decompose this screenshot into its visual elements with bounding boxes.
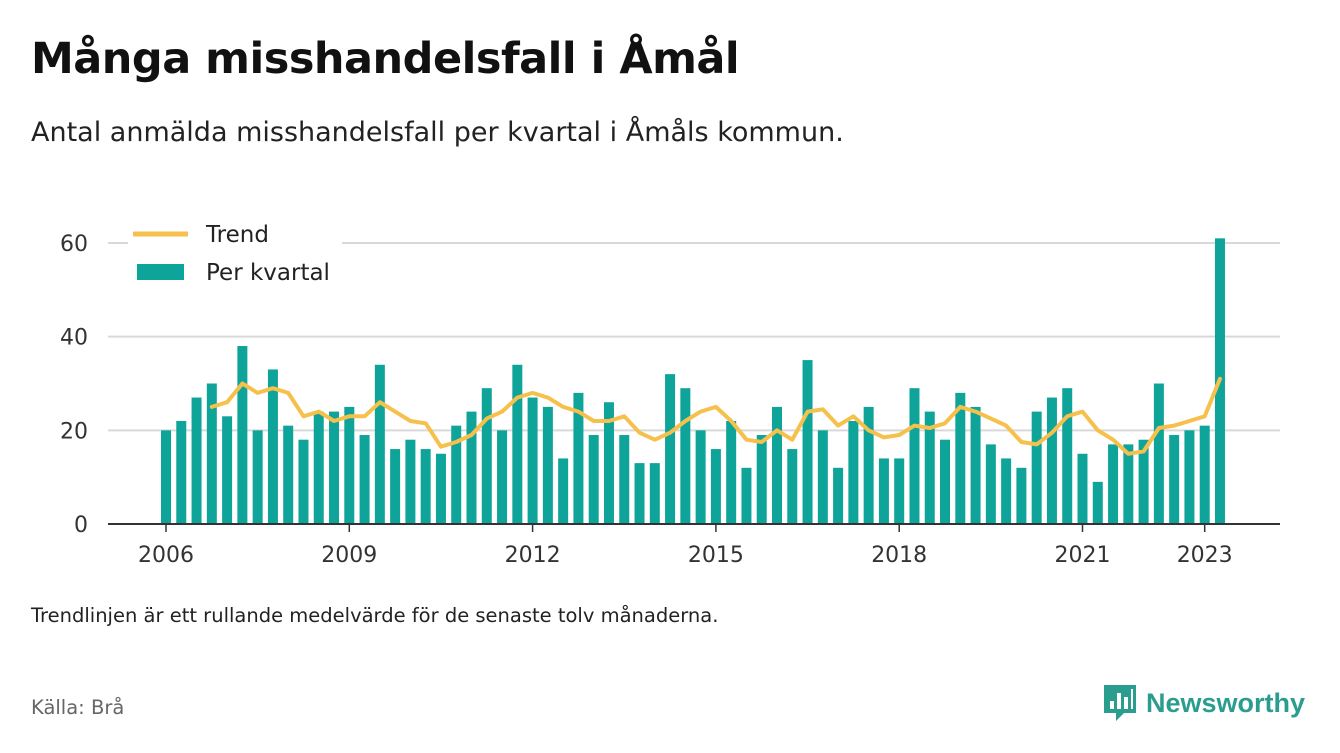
bar	[1092, 481, 1103, 524]
bar	[863, 406, 874, 524]
x-tick-label: 2018	[871, 543, 927, 568]
trend-line	[209, 376, 1222, 456]
bar	[1123, 444, 1134, 524]
x-tick-label: 2009	[321, 543, 377, 568]
bar	[970, 406, 981, 524]
bar	[1184, 430, 1195, 524]
bar	[726, 420, 737, 524]
x-tick-label: 2015	[688, 543, 744, 568]
bar	[573, 392, 584, 524]
axes: 0 20 40 60 2006 2009 2012 2015 2018 2021 2023	[60, 232, 1280, 568]
bar	[894, 458, 905, 524]
bar	[161, 430, 171, 524]
bar	[527, 397, 538, 524]
bar	[558, 458, 569, 524]
bar	[298, 439, 309, 524]
bar	[1153, 383, 1164, 524]
bar	[1169, 435, 1180, 524]
bar	[634, 463, 645, 524]
bar	[1108, 444, 1119, 524]
legend-background	[128, 218, 342, 293]
x-tick-label: 2012	[505, 543, 561, 568]
bar	[191, 397, 202, 524]
bar	[329, 411, 340, 524]
y-tick-label: 60	[60, 232, 88, 257]
bar	[237, 346, 248, 524]
bar	[542, 406, 553, 524]
bars	[161, 238, 1225, 525]
bar	[451, 425, 462, 524]
bar	[848, 420, 859, 524]
bar	[710, 449, 721, 524]
bar	[267, 369, 278, 524]
legend-label: Trend	[205, 222, 269, 248]
bar	[802, 360, 813, 524]
y-tick-label: 20	[60, 419, 88, 444]
chart-title: Många misshandelsfall i Åmål	[31, 34, 740, 84]
bar	[878, 458, 889, 524]
bar	[481, 388, 492, 524]
bar	[741, 467, 752, 524]
bar	[695, 430, 706, 524]
bar	[420, 449, 431, 524]
bar	[390, 449, 401, 524]
bar	[1001, 458, 1012, 524]
bar	[1199, 425, 1210, 524]
bar	[359, 435, 370, 524]
bar	[1046, 397, 1057, 524]
bar	[772, 406, 782, 524]
bar	[588, 435, 599, 524]
bar	[222, 416, 233, 524]
x-tick-label: 2021	[1055, 543, 1111, 568]
chart-subtitle: Antal anmälda misshandelsfall per kvarta…	[31, 117, 844, 148]
bar	[497, 430, 508, 524]
x-tick-label: 2006	[138, 543, 194, 568]
bar	[176, 420, 187, 524]
bar	[985, 444, 996, 524]
bar	[1031, 411, 1042, 524]
legend-label: Per kvartal	[206, 260, 330, 286]
x-tick-label: 2023	[1177, 543, 1233, 568]
bar	[1138, 439, 1149, 524]
bar	[756, 435, 767, 524]
newsworthy-logo-text: Newsworthy	[1146, 687, 1306, 718]
newsworthy-logo-icon	[1104, 685, 1136, 721]
bar	[649, 463, 660, 524]
newsworthy-logo[interactable]: Newsworthy	[1102, 683, 1305, 723]
bar	[619, 435, 630, 524]
bar	[435, 453, 446, 524]
bar	[909, 388, 920, 524]
bar	[1077, 453, 1088, 524]
bar	[405, 439, 416, 524]
bar	[374, 364, 385, 524]
bar	[206, 383, 217, 524]
bar	[466, 411, 477, 524]
bar	[344, 406, 355, 524]
trend-line-group	[209, 376, 1222, 456]
bar	[833, 467, 844, 524]
bar	[252, 430, 263, 524]
legend-swatch-bar	[137, 264, 184, 280]
y-tick-label: 40	[60, 326, 88, 351]
chart-area: 0 20 40 60 2006 2009 2012 2015 2018 2021 2023 Tren…	[60, 218, 1280, 568]
bar	[313, 411, 324, 524]
bar	[283, 425, 294, 524]
bar	[603, 402, 614, 524]
source-text: Källa: Brå	[31, 696, 125, 719]
footnote: Trendlinjen är ett rullande medelvärde f…	[31, 604, 719, 627]
bar	[1016, 467, 1027, 524]
legend: Trend Per kvartal	[128, 218, 342, 293]
bar	[787, 449, 798, 524]
bar	[512, 364, 523, 524]
bar	[924, 411, 935, 524]
y-tick-label: 0	[74, 513, 88, 538]
bar	[665, 374, 676, 524]
bar	[1062, 388, 1073, 524]
bar	[940, 439, 951, 524]
bar	[955, 392, 966, 524]
bar	[680, 388, 691, 524]
bar	[817, 430, 828, 524]
